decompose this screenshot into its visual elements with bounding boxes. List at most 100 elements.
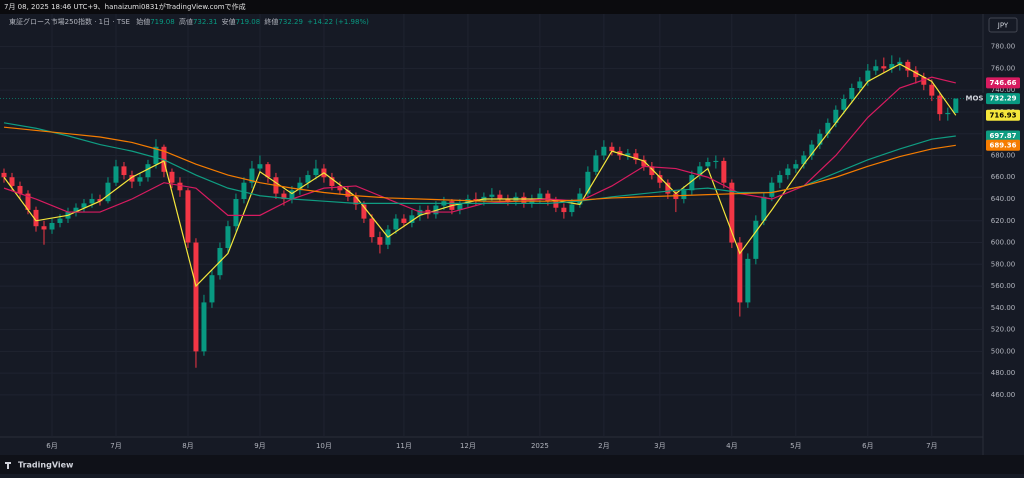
candle-body xyxy=(681,190,687,200)
candle-body xyxy=(137,177,143,182)
candle-body xyxy=(497,194,503,200)
y-tick-label: 600.00 xyxy=(991,239,1016,247)
brand: TradingView xyxy=(18,461,74,470)
ma-value-tag: 716.93 xyxy=(989,111,1016,119)
candle-body xyxy=(825,122,831,134)
candle-body xyxy=(833,109,839,123)
candle-body xyxy=(225,226,231,248)
candle-body xyxy=(209,275,215,303)
ma-value-tag-box xyxy=(986,77,1020,89)
top-bar xyxy=(0,0,1024,14)
candle-body xyxy=(817,133,823,145)
candle-body xyxy=(201,302,207,352)
candle-body xyxy=(809,144,815,156)
currency: JPY xyxy=(997,22,1009,30)
candle-body xyxy=(369,218,375,238)
candle-body xyxy=(329,177,335,186)
candle-body xyxy=(737,242,743,303)
y-tick-label: 740.00 xyxy=(991,86,1016,94)
candle-body xyxy=(849,88,855,99)
candle-body xyxy=(561,207,567,213)
bottom-bar xyxy=(0,455,1024,474)
candle-body xyxy=(281,193,287,200)
candle-body xyxy=(265,164,271,178)
candle-body xyxy=(593,155,599,172)
price-tag-label: MOS xyxy=(966,95,984,103)
candle-body xyxy=(457,203,463,210)
candle-body xyxy=(17,185,23,194)
ma-value-tag: 697.87 xyxy=(989,132,1016,140)
candle-body xyxy=(753,220,759,259)
ohlc-label: 終値 xyxy=(264,17,278,26)
candle-body xyxy=(1,172,7,178)
y-tick-label: 480.00 xyxy=(991,369,1016,377)
symbol: 東証グロース市場250指数 · 1日 · TSE xyxy=(9,17,130,26)
candle-body xyxy=(697,166,703,176)
candle-body xyxy=(145,164,151,178)
candle-body xyxy=(41,226,47,230)
candle-body xyxy=(377,237,383,245)
candle-body xyxy=(793,164,799,169)
candle-body xyxy=(689,175,695,191)
candle-body xyxy=(937,95,943,115)
ma-value-tag-box xyxy=(986,130,1020,142)
candle-body xyxy=(153,146,159,165)
candle-body xyxy=(857,81,863,89)
candle-body xyxy=(913,70,919,78)
ma-value-tag-box xyxy=(986,109,1020,121)
x-tick-label: 12月 xyxy=(460,442,476,450)
candle-body xyxy=(345,190,351,197)
currency-box xyxy=(988,17,1018,33)
ohlc-value: 732.29 xyxy=(278,18,303,26)
candle-body xyxy=(657,175,663,183)
y-tick-label: 760.00 xyxy=(991,64,1016,72)
candle-body xyxy=(89,199,95,204)
candle-body xyxy=(921,77,927,85)
ma-value-tag-box xyxy=(986,139,1020,151)
x-tick-label: 6月 xyxy=(46,442,57,450)
moving-average-line xyxy=(3,63,957,288)
ohlc-label: 安値 xyxy=(222,17,236,26)
y-tick-label: 780.00 xyxy=(991,43,1016,51)
candle-body xyxy=(665,182,671,194)
x-tick-label: 3月 xyxy=(654,442,665,450)
y-tick-label: 500.00 xyxy=(991,347,1016,355)
candle-body xyxy=(545,193,551,202)
price-tag-label-box xyxy=(964,93,985,105)
candle-body xyxy=(313,168,319,176)
candle-body xyxy=(889,64,895,69)
candle-body xyxy=(569,204,575,213)
candle-body xyxy=(945,112,951,115)
y-tick-label: 660.00 xyxy=(991,173,1016,181)
ma-value-tag: 746.66 xyxy=(989,79,1016,87)
candle-body xyxy=(649,166,655,176)
candle-body xyxy=(865,70,871,82)
candle-body xyxy=(777,175,783,183)
candle-body xyxy=(705,162,711,167)
candle-body xyxy=(505,199,511,202)
legend: 東証グロース市場250指数 · 1日 · TSE 始値719.08 高値732.… xyxy=(9,17,369,26)
x-tick-label: 7月 xyxy=(926,442,937,450)
x-tick-label: 5月 xyxy=(790,442,801,450)
candle-body xyxy=(585,171,591,194)
candle-body xyxy=(9,177,15,186)
brand-logo xyxy=(5,462,11,469)
candle-body xyxy=(609,146,615,152)
candle-body xyxy=(257,164,263,169)
y-tick-label: 620.00 xyxy=(991,217,1016,225)
candle-body xyxy=(401,218,407,223)
candle-body xyxy=(57,218,63,223)
candle-body xyxy=(177,182,183,191)
candle-body xyxy=(729,182,735,243)
candle-body xyxy=(33,209,39,227)
candle-body xyxy=(337,185,343,191)
candle-body xyxy=(721,160,727,183)
x-tick-label: 2025 xyxy=(531,442,549,450)
candle-body xyxy=(409,215,415,223)
x-tick-label: 7月 xyxy=(110,442,121,450)
candle-body xyxy=(289,190,295,200)
candle-body xyxy=(169,171,175,183)
x-tick-label: 10月 xyxy=(316,442,332,450)
